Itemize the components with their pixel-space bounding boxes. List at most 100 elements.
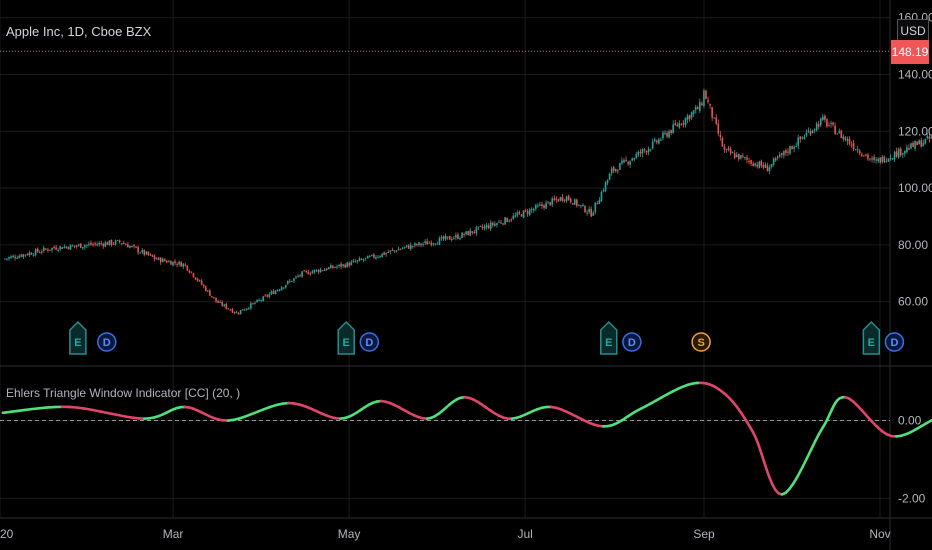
candle-body	[63, 246, 66, 249]
candle-body	[543, 205, 545, 208]
currency-label[interactable]: USD	[897, 19, 929, 43]
candle-body	[32, 254, 35, 256]
candle-body	[4, 258, 6, 260]
candle-body	[243, 309, 246, 311]
candle-body	[836, 133, 838, 135]
candle-body	[379, 256, 381, 258]
time-axis[interactable]: 2020MarMayJulSepNov2021MarMayJulSep	[0, 527, 932, 541]
candle-body	[426, 241, 428, 245]
main-grid	[0, 0, 890, 366]
candle-body	[383, 252, 385, 255]
candle-body	[260, 300, 262, 302]
candle-body	[832, 122, 834, 125]
dividend-marker: D	[359, 332, 380, 352]
candle-body	[496, 223, 498, 225]
candle-body	[844, 137, 847, 140]
candle-body	[703, 90, 705, 107]
candle-body	[614, 168, 617, 172]
candle-body	[520, 214, 523, 217]
dividend-marker-label: D	[628, 337, 636, 349]
candle-body	[692, 110, 695, 114]
indicator-segment	[760, 451, 766, 463]
candle-body	[516, 212, 519, 216]
candle-body	[8, 257, 10, 259]
candle-body	[233, 311, 236, 313]
candle-body	[213, 297, 215, 299]
candle-body	[748, 160, 750, 162]
candle-body	[393, 250, 396, 252]
candle-body	[758, 161, 761, 168]
candle-body	[301, 271, 303, 277]
candle-body	[760, 160, 763, 166]
candle-body	[229, 309, 232, 311]
candle-body	[14, 256, 16, 259]
earnings-marker-shape	[337, 320, 355, 355]
candle-body	[211, 296, 213, 298]
candle-body	[643, 149, 646, 151]
earnings-marker-shape	[862, 320, 881, 355]
candle-body	[65, 246, 68, 248]
candle-body	[256, 299, 258, 303]
indicator-segment	[107, 411, 118, 417]
candle-body	[455, 235, 457, 238]
candle-body	[18, 255, 21, 258]
candle-body	[604, 182, 607, 192]
candle-body	[457, 234, 459, 239]
candle-body	[241, 309, 244, 311]
candle-body	[555, 198, 558, 200]
candle-body	[36, 248, 39, 252]
candle-body	[145, 251, 148, 255]
candle-body	[315, 269, 318, 271]
candle-body	[619, 163, 621, 170]
candle-body	[276, 289, 279, 292]
time-tick-label: Nov	[869, 527, 890, 541]
candle-body	[856, 149, 859, 151]
candle-body	[223, 304, 226, 306]
candle-body	[791, 146, 793, 150]
candle-body	[354, 261, 357, 263]
candle-body	[606, 179, 609, 183]
candle-body	[860, 154, 863, 157]
candle-body	[12, 255, 14, 258]
candle-body	[153, 255, 156, 260]
candle-body	[707, 100, 709, 103]
candle-body	[582, 204, 584, 207]
candle-body	[778, 154, 781, 157]
candle-body	[299, 275, 301, 277]
candle-body	[672, 124, 674, 134]
candle-body	[178, 261, 180, 265]
candle-body	[588, 208, 590, 213]
candle-body	[502, 223, 504, 225]
candle-body	[149, 254, 152, 256]
indicator-segment	[792, 474, 800, 485]
candle-body	[26, 254, 29, 256]
earnings-marker-shape	[69, 320, 87, 355]
candle-body	[120, 243, 123, 245]
candle-body	[360, 259, 363, 261]
candle-body	[268, 294, 271, 297]
candles[interactable]	[4, 43, 932, 316]
candle-body	[317, 270, 320, 273]
candle-body	[161, 258, 164, 263]
candle-body	[729, 148, 732, 154]
candle-body	[45, 248, 47, 250]
candle-body	[742, 155, 744, 157]
indicator-line[interactable]	[1, 374, 932, 496]
candle-body	[498, 221, 500, 223]
candle-body	[922, 142, 925, 147]
candle-body	[655, 140, 658, 143]
candle-body	[432, 243, 435, 245]
candle-body	[61, 247, 64, 249]
candle-body	[889, 157, 892, 159]
candle-body	[678, 122, 681, 128]
candle-body	[840, 130, 843, 138]
candle-body	[713, 117, 715, 119]
candle-body	[397, 249, 400, 251]
candle-body	[834, 125, 836, 135]
candle-body	[186, 265, 189, 271]
candle-body	[869, 158, 871, 160]
indicator-axis[interactable]: -2.00 0.00	[898, 414, 926, 506]
candle-body	[122, 243, 125, 245]
event-markers[interactable]: EEEEEEEDDDDDDDS	[69, 320, 932, 355]
